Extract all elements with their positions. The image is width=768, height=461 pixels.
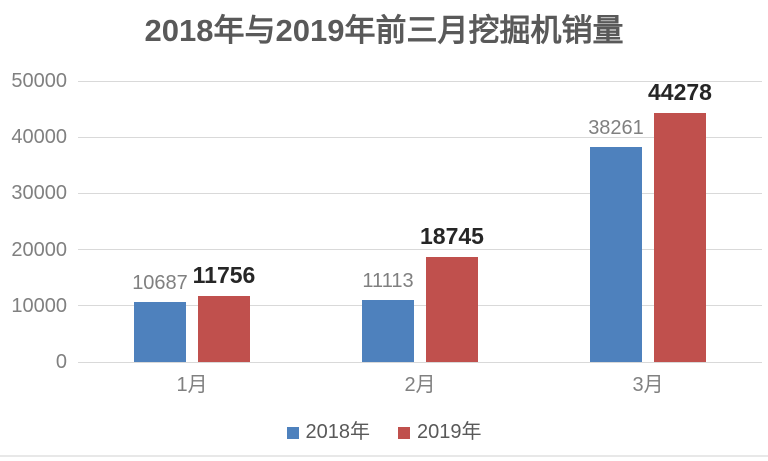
gridline	[78, 80, 762, 82]
bottom-edge-line	[0, 455, 768, 457]
x-axis-tick-label: 2月	[404, 374, 436, 396]
legend-swatch	[286, 427, 299, 439]
bar	[590, 146, 642, 362]
value-label: 11113	[362, 269, 414, 292]
legend-item: 2019年	[398, 422, 482, 442]
y-axis-tick-label: 20000	[11, 238, 67, 261]
legend-item: 2018年	[286, 421, 371, 443]
chart-legend: 2018年 2019年	[0, 422, 768, 442]
bar	[198, 295, 250, 362]
gridline	[78, 136, 762, 138]
bar	[134, 301, 186, 362]
legend-label: 2018年	[305, 421, 371, 443]
gridline	[78, 192, 762, 194]
chart-title: 2018年与2019年前三月挖掘机销量	[144, 13, 624, 48]
y-axis-tick-label: 10000	[11, 294, 67, 317]
gridline	[78, 249, 762, 251]
y-axis-tick-label: 50000	[11, 70, 67, 92]
bar	[654, 113, 706, 362]
legend-swatch	[398, 427, 410, 439]
gridline	[78, 305, 762, 307]
bar	[362, 299, 414, 362]
value-label: 44278	[648, 79, 712, 106]
y-axis-tick-label: 40000	[11, 126, 67, 149]
y-axis-tick-label: 30000	[11, 182, 67, 205]
value-label: 11756	[192, 261, 256, 288]
value-label: 10687	[132, 271, 188, 294]
x-axis-tick-label: 1月	[176, 374, 208, 396]
value-label: 38261	[588, 116, 644, 139]
y-axis-tick-label: 0	[55, 351, 67, 373]
bar	[426, 256, 478, 362]
x-axis-tick-label: 3月	[632, 374, 664, 396]
legend-label: 2019年	[417, 421, 482, 443]
gridline	[78, 361, 762, 363]
value-label: 18745	[420, 222, 484, 249]
